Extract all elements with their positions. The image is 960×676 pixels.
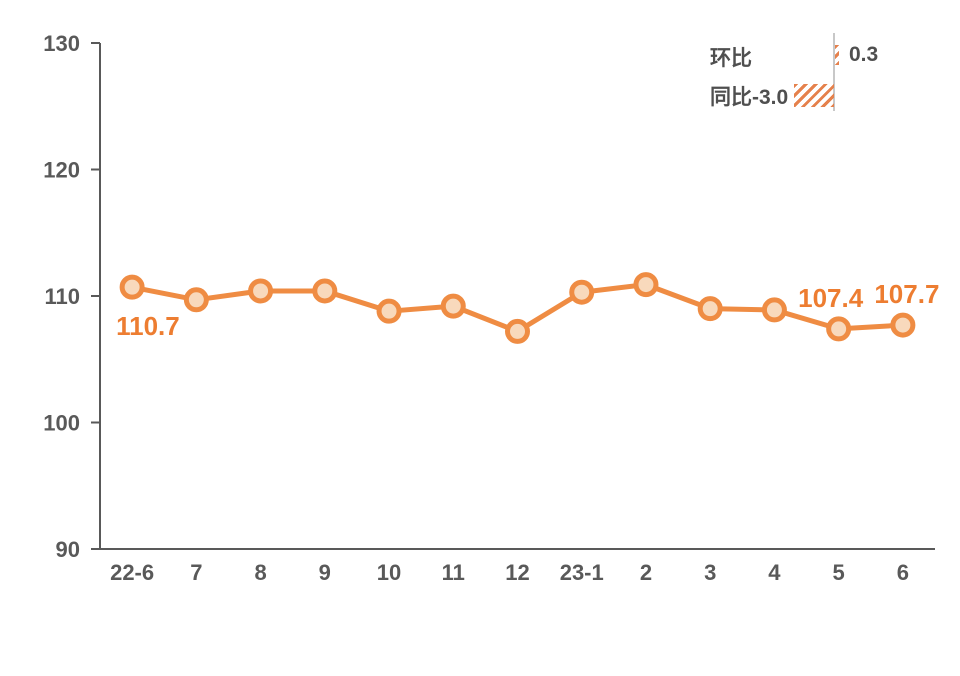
- x-tick-label: 11: [442, 560, 465, 585]
- y-tick-label: 130: [43, 31, 80, 56]
- data-point: [376, 298, 402, 324]
- data-label: 107.7: [874, 279, 939, 309]
- x-tick-label: 4: [768, 560, 781, 585]
- legend-bar-mom: [835, 45, 839, 65]
- x-tick-label: 8: [254, 560, 266, 585]
- x-tick-label: 23-1: [560, 560, 604, 585]
- x-tick-label: 6: [897, 560, 909, 585]
- x-tick-label: 9: [319, 560, 331, 585]
- y-tick-label: 110: [45, 284, 81, 309]
- legend-bar-yoy: [794, 84, 834, 107]
- x-tick-label: 3: [704, 560, 716, 585]
- data-point: [312, 278, 338, 304]
- y-tick-label: 120: [43, 158, 80, 183]
- data-point: [248, 278, 274, 304]
- legend: 环比 0.3 同比-3.0: [0, 0, 960, 140]
- x-tick-label: 7: [190, 560, 202, 585]
- data-point: [697, 296, 723, 322]
- data-point: [440, 293, 466, 319]
- y-tick-label: 100: [43, 411, 80, 436]
- data-point: [633, 272, 659, 298]
- data-point: [569, 279, 595, 305]
- x-tick-label: 10: [377, 560, 401, 585]
- data-point: [761, 297, 787, 323]
- data-label: 110.7: [116, 311, 180, 341]
- data-point: [826, 316, 852, 342]
- data-point: [119, 274, 145, 300]
- data-point: [890, 312, 916, 338]
- x-tick-label: 5: [833, 560, 845, 585]
- data-label: 107.4: [798, 283, 864, 313]
- legend-label-yoy: 同比-3.0: [710, 86, 789, 109]
- legend-value-mom: 0.3: [849, 43, 879, 66]
- x-tick-label: 12: [505, 560, 529, 585]
- legend-axis-line: [833, 33, 835, 111]
- data-point: [183, 287, 209, 313]
- legend-label-mom: 环比: [710, 47, 752, 70]
- data-point: [505, 318, 530, 344]
- x-tick-label: 22-6: [110, 560, 154, 585]
- x-tick-label: 2: [640, 560, 652, 585]
- y-tick-label: 90: [56, 537, 80, 562]
